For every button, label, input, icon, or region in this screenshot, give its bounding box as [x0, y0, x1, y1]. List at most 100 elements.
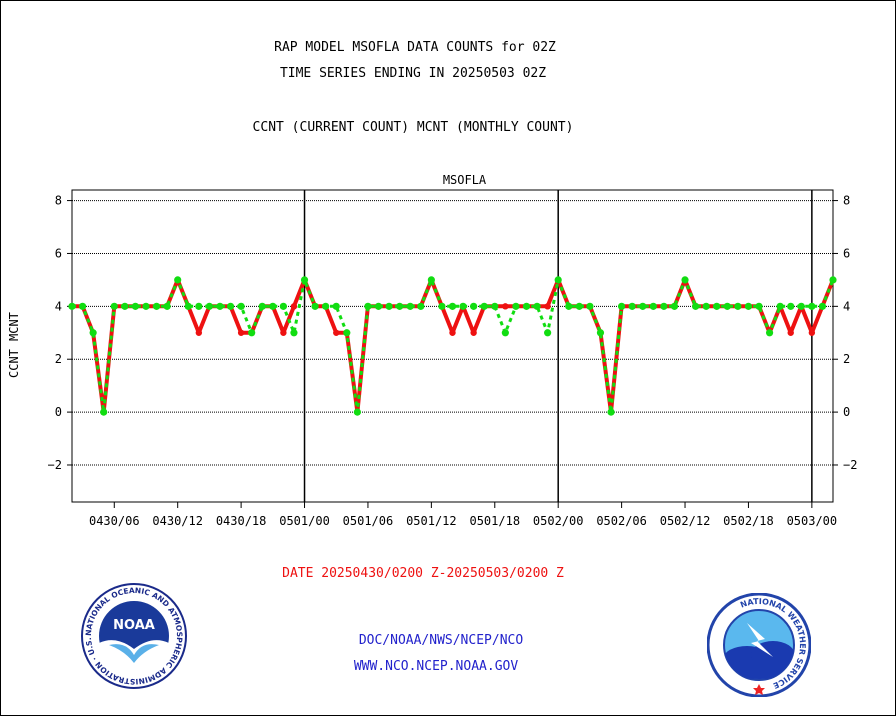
data-point-mcnt	[269, 302, 277, 310]
data-point-mcnt	[110, 302, 118, 310]
data-point-ccnt	[195, 329, 203, 336]
data-point-mcnt	[258, 302, 266, 310]
chart-title-line2: TIME SERIES ENDING IN 20250503 02Z	[279, 66, 547, 81]
y-tick-label-right: 0	[843, 405, 850, 419]
data-point-mcnt	[702, 302, 710, 310]
x-tick-label: 0501/00	[279, 514, 330, 528]
data-point-mcnt	[248, 329, 256, 337]
data-point-mcnt	[797, 302, 805, 310]
data-point-mcnt	[290, 329, 298, 337]
data-point-mcnt	[152, 302, 161, 310]
data-point-mcnt	[205, 302, 214, 310]
series-line-mcnt	[72, 278, 835, 414]
data-point-mcnt	[713, 302, 721, 310]
data-point-mcnt	[237, 302, 245, 310]
y-tick-label-right: 4	[843, 299, 850, 313]
data-point-ccnt	[544, 303, 551, 310]
data-point-mcnt	[755, 302, 763, 310]
data-point-mcnt	[459, 302, 467, 310]
data-point-mcnt	[163, 302, 171, 310]
data-point-mcnt	[406, 302, 414, 310]
y-tick-label-left: 4	[55, 299, 62, 313]
data-point-mcnt	[121, 302, 129, 310]
data-point-ccnt	[449, 329, 456, 336]
data-point-mcnt	[311, 302, 319, 310]
data-point-mcnt	[364, 302, 372, 310]
data-point-mcnt	[670, 302, 679, 310]
y-tick-label-left: 2	[55, 352, 62, 366]
data-point-mcnt	[89, 329, 97, 337]
data-point-mcnt	[575, 302, 583, 310]
y-tick-label-left: 6	[55, 246, 62, 260]
data-point-ccnt	[808, 329, 816, 336]
data-point-mcnt	[818, 302, 827, 310]
x-tick-label: 0503/00	[787, 514, 838, 528]
url-line: WWW.NCO.NCEP.NOAA.GOV	[353, 659, 519, 674]
org-line: DOC/NOAA/NWS/NCEP/NCO	[358, 633, 524, 648]
nws-logo: NATIONAL WEATHER SERVICE	[707, 593, 811, 697]
data-point-mcnt	[586, 302, 594, 310]
data-point-mcnt	[100, 408, 108, 416]
data-point-mcnt	[142, 302, 150, 310]
data-point-mcnt	[765, 329, 774, 337]
data-point-mcnt	[448, 302, 457, 310]
data-point-mcnt	[279, 302, 287, 310]
chart-subtitle: CCNT (CURRENT COUNT) MCNT (MONTHLY COUNT…	[252, 120, 574, 135]
noaa-logo: NATIONAL OCEANIC AND ATMOSPHERIC ADMINIS…	[81, 583, 187, 689]
x-tick-label: 0430/18	[216, 514, 267, 528]
x-tick-label: 0430/12	[152, 514, 203, 528]
data-point-mcnt	[184, 302, 192, 310]
x-tick-label: 0501/18	[469, 514, 520, 528]
data-point-mcnt	[734, 302, 742, 310]
y-tick-label-right: −2	[843, 458, 857, 472]
data-point-mcnt	[427, 276, 435, 284]
x-tick-label: 0501/06	[343, 514, 394, 528]
data-point-mcnt	[78, 302, 87, 310]
data-point-mcnt	[787, 302, 795, 310]
y-tick-label-right: 6	[843, 246, 850, 260]
data-point-mcnt	[385, 302, 393, 310]
data-point-mcnt	[470, 302, 478, 310]
y-tick-label-left: 0	[55, 405, 62, 419]
data-point-mcnt	[691, 302, 700, 310]
data-point-mcnt	[533, 302, 541, 310]
data-point-mcnt	[501, 329, 509, 337]
data-point-ccnt	[237, 329, 245, 336]
data-point-mcnt	[491, 302, 499, 310]
data-point-mcnt	[618, 302, 626, 310]
data-point-mcnt	[744, 302, 753, 310]
data-point-mcnt	[438, 302, 446, 310]
data-point-mcnt	[522, 302, 531, 310]
data-point-mcnt	[353, 408, 361, 416]
data-point-mcnt	[829, 276, 837, 284]
x-tick-label: 0502/18	[723, 514, 774, 528]
data-point-mcnt	[374, 302, 383, 310]
data-point-ccnt	[280, 329, 287, 336]
data-point-mcnt	[544, 329, 552, 337]
data-point-mcnt	[649, 302, 657, 310]
data-point-mcnt	[776, 302, 784, 310]
data-point-mcnt	[68, 302, 76, 310]
data-point-mcnt	[300, 276, 309, 284]
x-tick-label: 0502/06	[596, 514, 647, 528]
data-point-mcnt	[512, 302, 520, 310]
data-point-mcnt	[480, 302, 488, 310]
data-point-mcnt	[343, 329, 351, 337]
data-point-mcnt	[681, 276, 689, 284]
data-point-ccnt	[333, 329, 340, 336]
x-tick-label: 0502/12	[660, 514, 711, 528]
data-point-mcnt	[417, 302, 425, 310]
data-point-ccnt	[502, 303, 509, 310]
y-axis-label-mcnt: MCNT	[7, 312, 21, 341]
data-point-mcnt	[174, 276, 182, 284]
data-point-mcnt	[660, 302, 668, 310]
data-point-mcnt	[628, 302, 636, 310]
data-point-mcnt	[723, 302, 731, 310]
y-tick-label-right: 8	[843, 194, 850, 208]
noaa-logo-label: NOAA	[113, 618, 155, 633]
y-tick-label-left: −2	[48, 458, 62, 472]
data-point-mcnt	[639, 302, 647, 310]
y-tick-label-right: 2	[843, 352, 850, 366]
data-point-ccnt	[470, 329, 477, 336]
